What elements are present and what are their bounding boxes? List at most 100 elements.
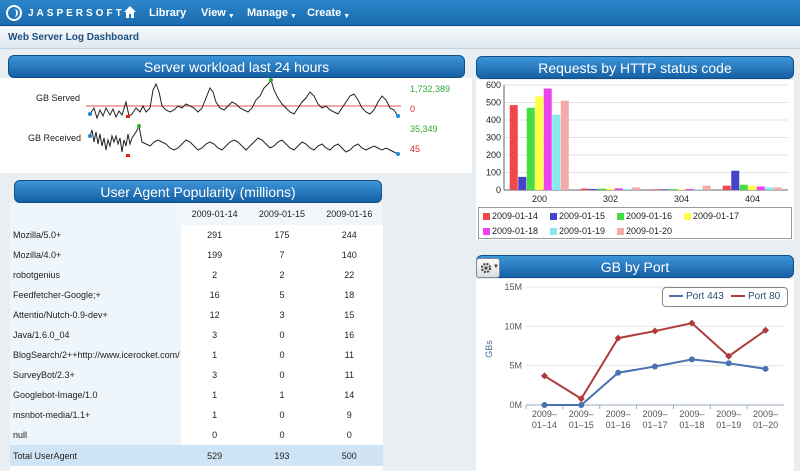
agent-cell: BlogSearch/2++http://www.icerocket.com/ [10,345,181,365]
value-cell: 7 [279,250,285,260]
table-row: Mozilla/5.0+ 291 175 244 [10,225,383,245]
table-row: Mozilla/4.0+ 199 7 140 [10,245,383,265]
bar [509,105,518,190]
chevron-down-icon: ▼ [343,12,351,20]
legend-item[interactable]: Port 80 [731,291,780,302]
legend-label: 2009-01-19 [559,226,606,236]
bar [756,186,765,190]
x-tick-label: 302 [603,194,618,204]
legend-item[interactable]: 2009-01-18 [483,226,538,237]
chevron-down-icon: ▼ [289,12,297,20]
x-tick-label: 01–18 [679,420,704,430]
menu-view[interactable]: View ▼ [201,0,235,26]
home-icon[interactable] [124,6,136,19]
legend-label: Port 443 [686,291,724,302]
dashboard-header: Web Server Log Dashboard [0,27,800,49]
bar [597,188,606,190]
bar [694,189,703,190]
value-cell: 16 [209,290,220,300]
y-tick-label: 5M [509,361,522,371]
column-header: 2009-01-15 [248,203,316,225]
legend-item[interactable]: 2009-01-19 [550,226,605,237]
gb-served-min-value: 0 [410,104,416,114]
bar [702,185,711,190]
port-line-chart: 0M5M10M15MGBs2009–01–142009–01–152009–01… [484,282,784,430]
port-chart-panel: 0M 5M 10M 15M GBs 2009– 01–14 2009– 01–15 2009– 01… [476,279,794,471]
gb-received-end-dot [396,152,400,156]
port-title: GB by Port [600,259,670,275]
value-cell: 14 [344,390,355,400]
port-panel-title: GB by Port [476,255,794,278]
legend-swatch [617,228,624,235]
value-cell: 0 [279,410,285,420]
gear-icon [480,262,492,274]
gb-served-end-dot [396,114,400,118]
value-cell: 175 [274,230,290,240]
y-tick-label: 15M [504,282,522,292]
series-point [688,319,696,327]
bar [685,188,694,190]
workload-panel: GB Served GB Received 1,732,389 0 35,349… [0,78,472,173]
legend-item[interactable]: 2009-01-14 [483,211,538,222]
y-tick-label: 400 [486,115,501,125]
legend-item[interactable]: 2009-01-16 [617,211,672,222]
bar [543,88,552,190]
legend-label: 2009-01-15 [559,211,606,221]
series-point [652,363,658,370]
bar [518,176,527,190]
table-row: Feedfetcher-Google;+ 16 5 18 [10,285,383,305]
value-cell: 2 [212,270,218,280]
menu-create-label: Create [307,7,342,19]
legend-item[interactable]: 2009-01-17 [684,211,739,222]
series-point [541,402,548,408]
chart-options-button[interactable]: ▼ [476,258,500,278]
value-cell: 18 [344,290,355,300]
legend-marker [731,295,745,298]
gb-served-sparkline [89,78,399,120]
series-point [725,360,732,367]
bar [589,188,598,190]
table-row: Java/1.6.0_04 3 0 16 [10,325,383,345]
menu-manage[interactable]: Manage ▼ [247,0,297,26]
chevron-down-icon: ▼ [227,12,235,20]
bar [773,187,782,190]
bar [668,189,677,190]
legend-swatch [483,213,490,220]
series-point [578,402,585,408]
legend-item[interactable]: 2009-01-20 [617,226,672,237]
agent-cell: Total UserAgent [10,445,181,466]
menu-create[interactable]: Create ▼ [307,0,350,26]
status-bar-chart: 0 100 200 300 400 500 600 200 302 304 404 [486,80,788,204]
value-cell: 3 [279,310,285,320]
legend-item[interactable]: 2009-01-15 [550,211,605,222]
x-tick-label: 2009– [716,409,741,419]
column-header: 2009-01-16 [315,203,383,225]
bar [731,170,740,190]
column-header: 2009-01-14 [180,203,249,225]
user-agent-table-body: Mozilla/5.0+ 291 175 244 Mozilla/4.0+ 199 7 140… [10,225,383,466]
x-tick-label: 01–20 [753,420,778,430]
legend-item[interactable]: Port 443 [669,291,724,302]
value-cell: 16 [344,330,355,340]
value-cell: 0 [279,430,285,440]
bar [560,100,569,190]
value-cell: 199 [207,250,223,260]
x-tick-label: 304 [674,194,689,204]
agent-cell: robotgenius [10,265,181,285]
menu-library[interactable]: Library [149,0,186,26]
agent-column-header [10,203,181,225]
x-tick-label: 2009– [679,409,704,419]
y-tick-label: 0M [509,400,522,410]
x-tick-label: 01–19 [716,420,741,430]
value-cell: 0 [346,430,352,440]
value-cell: 3 [212,330,218,340]
series-point [762,365,769,372]
value-cell: 3 [212,370,218,380]
table-row: SurveyBot/2.3+ 3 0 11 [10,365,383,385]
user-agent-panel-title: User Agent Popularity (millions) [14,180,382,203]
agent-cell: SurveyBot/2.3+ [10,365,181,385]
bar [660,189,669,190]
value-cell: 500 [315,445,383,466]
value-cell: 1 [212,390,218,400]
jaspersoft-logo[interactable]: JASPERSOFT [6,4,125,22]
